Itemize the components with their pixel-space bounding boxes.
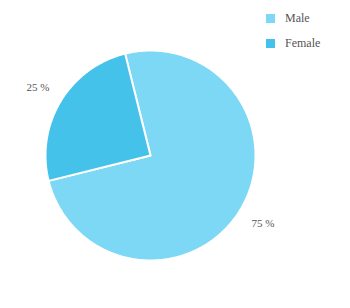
- html-text:Female: Female: [285, 36, 321, 50]
- svg-text:25 %: 25 %: [27, 81, 50, 93]
- html-text:Male: Male: [285, 11, 310, 25]
- svg-text:75 %: 75 %: [252, 217, 275, 229]
